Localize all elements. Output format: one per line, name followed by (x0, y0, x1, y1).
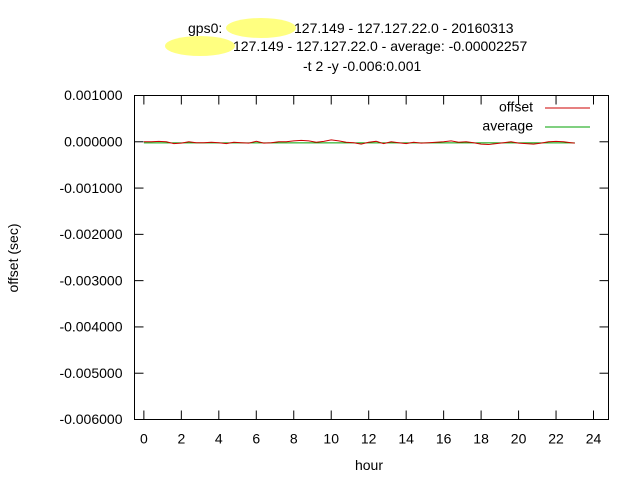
title-line-3: -t 2 -y -0.006:0.001 (303, 58, 422, 74)
x-axis-label: hour (355, 457, 383, 473)
y-tick-label: -0.003000 (59, 272, 122, 288)
x-tick-label: 22 (548, 431, 564, 447)
x-tick-label: 20 (511, 431, 527, 447)
x-tick-labels: 0 2 4 6 8 10 12 14 16 18 20 22 24 (140, 431, 602, 447)
y-tick-label: -0.004000 (59, 319, 122, 335)
plot-frame (134, 95, 609, 420)
y-tick-label: -0.002000 (59, 226, 122, 242)
x-tick-label: 12 (361, 431, 377, 447)
title-line-2: 127.149 - 127.127.22.0 - average: -0.000… (233, 38, 527, 54)
title-line-1-prefix: gps0: (188, 20, 222, 36)
y-tick-label: -0.006000 (59, 411, 122, 427)
x-tick-label: 10 (323, 431, 339, 447)
x-tick-label: 16 (436, 431, 452, 447)
series-line-offset (143, 139, 575, 146)
x-tick-label: 4 (215, 431, 223, 447)
y-tick-label: 0.000000 (64, 133, 123, 149)
redaction-mark-1 (226, 18, 296, 38)
legend-label-offset: offset (499, 99, 533, 115)
y-tick-label: 0.001000 (64, 87, 123, 103)
redaction-mark-2 (165, 36, 235, 56)
chart-title: gps0: 127.149 - 127.127.22.0 - 20160313 … (165, 18, 527, 74)
legend-label-average: average (482, 118, 533, 134)
x-tick-label: 18 (473, 431, 489, 447)
x-tick-label: 8 (290, 431, 298, 447)
y-tick-label: -0.005000 (59, 365, 122, 381)
x-tick-label: 6 (252, 431, 260, 447)
axis-ticks (134, 95, 609, 420)
x-tick-label: 24 (586, 431, 602, 447)
y-tick-labels: 0.001000 0.000000 -0.001000 -0.002000 -0.003… (59, 87, 122, 427)
title-line-1: 127.149 - 127.127.22.0 - 20160313 (294, 20, 514, 36)
legend: offset average (482, 99, 590, 134)
y-tick-label: -0.001000 (59, 180, 122, 196)
y-axis-label: offset (sec) (5, 224, 21, 293)
x-tick-label: 0 (140, 431, 148, 447)
series-layer (143, 139, 575, 146)
x-tick-label: 14 (398, 431, 414, 447)
x-tick-label: 2 (177, 431, 185, 447)
